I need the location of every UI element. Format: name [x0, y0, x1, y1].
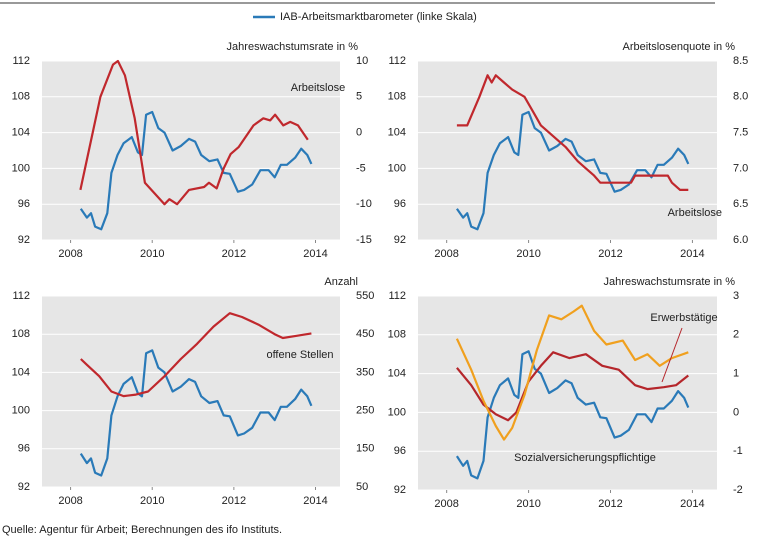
y2-tick-label: 1	[733, 368, 739, 380]
y2-tick-label: -5	[356, 162, 366, 174]
y-tick-label: 100	[12, 405, 30, 417]
y-tick-label: 100	[388, 406, 406, 418]
y2-tick-label: 7.5	[733, 127, 748, 139]
plot-area	[42, 296, 340, 487]
y2-axis-title: Anzahl	[324, 276, 358, 288]
x-tick-label: 2010	[140, 248, 164, 260]
series-line	[455, 350, 690, 480]
x-tick-label: 2010	[516, 248, 540, 260]
y2-tick-label: 6.5	[733, 198, 748, 210]
x-tick-label: 2012	[598, 248, 622, 260]
series-line	[456, 351, 689, 422]
y-tick-label: 96	[394, 198, 406, 210]
y-tick-label: 112	[12, 290, 30, 302]
y2-tick-label: 350	[356, 366, 374, 378]
series-annotation: Sozialversicherungspflichtige	[514, 452, 656, 464]
x-tick-label: 2008	[434, 248, 458, 260]
y2-tick-label: 0	[733, 406, 739, 418]
series-annotation: Erwerbstätige	[650, 312, 717, 324]
x-tick-label: 2014	[680, 248, 704, 260]
y-tick-label: 108	[388, 329, 406, 341]
series-line	[79, 110, 313, 231]
x-tick-label: 2008	[434, 498, 458, 510]
x-tick-label: 2012	[222, 248, 246, 260]
y2-tick-label: 10	[356, 55, 368, 67]
x-tick-label: 2014	[303, 248, 327, 260]
y2-tick-label: -1	[733, 445, 743, 457]
y2-tick-label: 50	[356, 481, 368, 493]
y-tick-label: 100	[12, 162, 30, 174]
y2-tick-label: 250	[356, 405, 374, 417]
y2-axis-title: Jahreswachstumsrate in %	[604, 276, 736, 288]
y-tick-label: 92	[18, 481, 30, 493]
x-tick-label: 2012	[598, 498, 622, 510]
y-tick-label: 112	[388, 55, 406, 67]
y2-tick-label: 3	[733, 290, 739, 302]
y-tick-label: 108	[12, 328, 30, 340]
x-tick-label: 2010	[516, 498, 540, 510]
y-tick-label: 100	[388, 162, 406, 174]
y-tick-label: 112	[388, 290, 406, 302]
series-line	[79, 59, 309, 206]
y-tick-label: 92	[394, 234, 406, 246]
y-tick-label: 92	[394, 484, 406, 496]
legend-label: IAB-Arbeitsmarktbarometer (linke Skala)	[280, 11, 477, 23]
y-tick-label: 104	[388, 368, 406, 380]
series-line	[80, 312, 312, 398]
y2-tick-label: 6.0	[733, 234, 748, 246]
series-annotation: offene Stellen	[266, 349, 333, 361]
annotation-pointer	[661, 327, 683, 383]
y2-axis-title: Arbeitslosenquote in %	[622, 41, 735, 53]
y-tick-label: 92	[18, 234, 30, 246]
series-line	[455, 304, 689, 441]
x-tick-label: 2008	[58, 248, 82, 260]
y2-tick-label: 0	[356, 127, 362, 139]
y-tick-label: 104	[388, 127, 406, 139]
series-line	[456, 74, 689, 191]
series-line	[455, 110, 690, 231]
y-tick-label: 96	[18, 198, 30, 210]
y2-tick-label: 150	[356, 443, 374, 455]
y-tick-label: 112	[12, 55, 30, 67]
x-tick-label: 2010	[140, 495, 164, 507]
y2-tick-label: 8.5	[733, 55, 748, 67]
y2-tick-label: 5	[356, 91, 362, 103]
x-tick-label: 2014	[680, 498, 704, 510]
y-tick-label: 96	[18, 443, 30, 455]
y-tick-label: 108	[388, 91, 406, 103]
series-annotation: Arbeitslose	[291, 82, 345, 94]
x-tick-label: 2014	[303, 495, 327, 507]
source-note: Quelle: Agentur für Arbeit; Berechnungen…	[2, 524, 282, 536]
y-tick-label: 96	[394, 445, 406, 457]
y-tick-label: 104	[12, 366, 30, 378]
plot-area	[418, 296, 717, 490]
y2-axis-title: Jahreswachstumsrate in %	[227, 41, 359, 53]
y2-tick-label: -15	[356, 234, 372, 246]
y2-tick-label: 7.0	[733, 162, 748, 174]
plot-area	[42, 61, 340, 240]
y2-tick-label: 550	[356, 290, 374, 302]
y-tick-label: 104	[12, 127, 30, 139]
y2-tick-label: 450	[356, 328, 374, 340]
series-line	[79, 349, 313, 477]
y2-tick-label: 8.0	[733, 91, 748, 103]
y2-tick-label: -10	[356, 198, 372, 210]
y2-tick-label: 2	[733, 329, 739, 341]
x-tick-label: 2012	[222, 495, 246, 507]
x-tick-label: 2008	[58, 495, 82, 507]
y-tick-label: 108	[12, 91, 30, 103]
series-annotation: Arbeitslose	[668, 207, 722, 219]
y2-tick-label: -2	[733, 484, 743, 496]
